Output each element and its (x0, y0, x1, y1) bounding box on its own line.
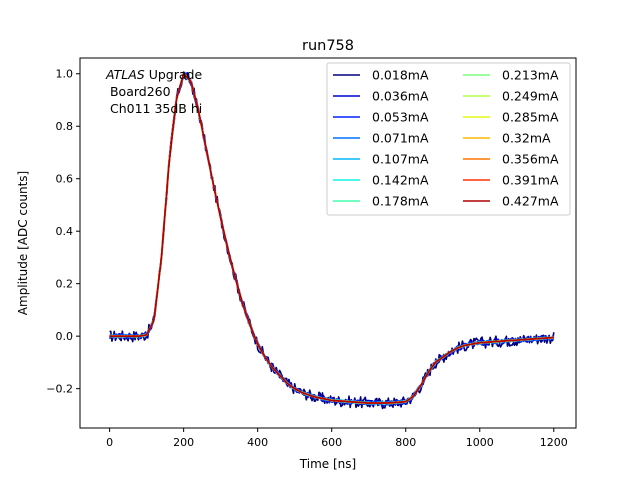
y-tick-label: 0.4 (56, 225, 74, 238)
legend-label: 0.391mA (502, 173, 559, 188)
x-tick-label: 0 (106, 436, 113, 449)
series-line (109, 72, 554, 404)
y-tick-label: 0.0 (56, 330, 74, 343)
legend-frame (326, 62, 571, 216)
channel-label: Ch011 35dB hi (106, 101, 202, 116)
legend-label: 0.107mA (372, 152, 429, 167)
x-tick-label: 600 (321, 436, 342, 449)
legend-label: 0.178mA (372, 194, 429, 209)
y-tick-label: 0.6 (56, 173, 74, 186)
x-tick-label: 800 (395, 436, 416, 449)
y-tick-label: 0.2 (56, 278, 74, 291)
legend-label: 0.285mA (502, 110, 559, 125)
series-layer (108, 71, 555, 410)
legend-label: 0.053mA (372, 110, 429, 125)
atlas-annotation: ATLAS Upgrade Board260 Ch011 35dB hi (105, 67, 202, 116)
legend-label: 0.142mA (372, 173, 429, 188)
legend-label: 0.356mA (502, 152, 559, 167)
legend-label: 0.036mA (372, 89, 429, 104)
legend: 0.018mA 0.036mA 0.053mA 0.071mA 0.107mA 0.142… (326, 62, 571, 216)
x-tick-label: 400 (247, 436, 268, 449)
y-axis-label: Amplitude [ADC counts] (16, 171, 30, 315)
y-axis: −0.2 0.0 0.2 0.4 0.6 0.8 1.0 (46, 68, 80, 396)
legend-label: 0.018mA (372, 68, 429, 83)
legend-label: 0.249mA (502, 89, 559, 104)
plot-frame (79, 57, 577, 429)
x-tick-label: 1000 (466, 436, 494, 449)
chart-title: run758 (302, 38, 354, 54)
atlas-label: ATLAS (105, 67, 145, 82)
board-label: Board260 (106, 84, 171, 99)
y-tick-label: 1.0 (56, 68, 74, 81)
y-tick-label: 0.8 (56, 120, 74, 133)
legend-label: 0.071mA (372, 131, 429, 146)
x-axis: 0 200 400 600 800 1000 1200 (106, 428, 568, 449)
legend-label: 0.32mA (502, 131, 551, 146)
svg-text:ATLAS Upgrade: ATLAS Upgrade (105, 67, 202, 82)
legend-label: 0.213mA (502, 68, 559, 83)
legend-label: 0.427mA (502, 194, 559, 209)
x-axis-label: Time [ns] (299, 457, 356, 471)
x-tick-label: 200 (173, 436, 194, 449)
y-tick-label: −0.2 (46, 383, 73, 396)
upgrade-label: Upgrade (145, 67, 203, 82)
x-tick-label: 1200 (540, 436, 568, 449)
